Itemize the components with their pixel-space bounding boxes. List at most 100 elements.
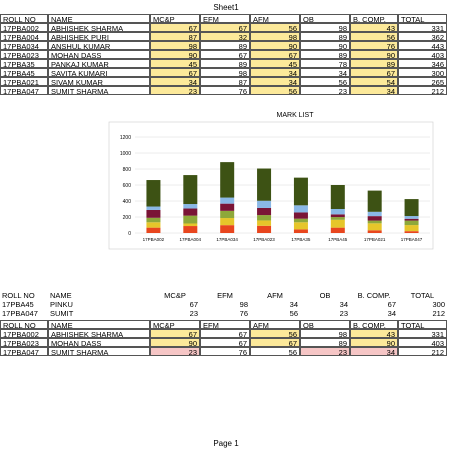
bar-segment <box>183 215 198 224</box>
column-header: MC&P <box>150 320 200 329</box>
y-tick-label: 1000 <box>120 151 131 157</box>
table-cell: 300 <box>432 300 445 309</box>
x-tick-label: 17PBA034 <box>216 237 238 242</box>
bar-segment <box>146 206 161 210</box>
table-cell: SAVITA KUMARI <box>48 68 150 77</box>
table-cell: ABHISHEK SHARMA <box>48 23 150 32</box>
table-cell: SUMIT <box>50 309 74 318</box>
bar-segment <box>367 220 382 224</box>
table-cell: 56 <box>250 347 300 356</box>
x-tick-label: 17PBA002 <box>143 237 165 242</box>
bar-segment <box>330 227 345 233</box>
bar-segment <box>183 204 198 209</box>
bar-segment <box>293 222 308 230</box>
table-cell: 443 <box>398 41 447 50</box>
bar-segment <box>404 231 419 233</box>
table-cell: 23 <box>150 347 200 356</box>
table-cell: 45 <box>150 59 200 68</box>
table-cell: 87 <box>150 32 200 41</box>
column-header: MC&P <box>164 291 186 300</box>
table-cell: 67 <box>350 68 398 77</box>
table-cell: 98 <box>300 329 350 338</box>
bar-segment <box>183 226 198 233</box>
table-cell: 90 <box>300 41 350 50</box>
table-cell: 17PBA45 <box>2 300 34 309</box>
bar-segment <box>404 216 419 219</box>
column-header: TOTAL <box>410 291 435 300</box>
column-header: AFM <box>267 291 283 300</box>
table-cell: 34 <box>250 77 300 86</box>
bar-segment <box>330 209 345 215</box>
table-cell: 67 <box>200 50 250 59</box>
table-cell: 67 <box>250 338 300 347</box>
table-cell: 76 <box>200 86 250 95</box>
bar-segment <box>146 180 161 207</box>
bar-segment <box>404 220 419 226</box>
table-cell: 89 <box>200 59 250 68</box>
bar-segment <box>330 217 345 220</box>
table-cell: 90 <box>150 50 200 59</box>
bar-segment <box>404 199 419 217</box>
bar-segment <box>257 168 272 201</box>
x-tick-label: 17PBA023 <box>253 237 275 242</box>
table-cell: 67 <box>200 338 250 347</box>
table-cell: 362 <box>398 32 447 41</box>
x-tick-label: 17PBA45 <box>328 237 348 242</box>
chart: MARK LIST 0 200 400 600 800 1000 1200 17PBA002 1… <box>108 112 434 250</box>
bar-segment <box>220 197 235 204</box>
table-cell: 331 <box>398 329 447 338</box>
table-cell: MOHAN DASS <box>48 50 150 59</box>
table-cell: 89 <box>300 338 350 347</box>
table-cell: 17PBA034 <box>0 41 48 50</box>
bar-segment <box>257 207 272 216</box>
bar-segment <box>220 218 235 226</box>
bar-segment <box>404 225 419 232</box>
table-cell: ANSHUL KUMAR <box>48 41 150 50</box>
table-cell: 67 <box>189 300 198 309</box>
bar-segment <box>183 223 198 227</box>
table-cell: 56 <box>289 309 298 318</box>
table-cell: 56 <box>250 329 300 338</box>
y-tick-label: 200 <box>123 215 132 221</box>
table-cell: 76 <box>350 41 398 50</box>
table-cell: 17PBA45 <box>0 68 48 77</box>
table-cell: ABHISHEK SHARMA <box>48 329 150 338</box>
x-tick-label: 17PBA004 <box>180 237 202 242</box>
table-cell: 89 <box>200 41 250 50</box>
column-header: EFM <box>217 291 233 300</box>
table-cell: 67 <box>200 329 250 338</box>
bar-segment <box>404 218 419 221</box>
y-tick-label: 400 <box>123 199 132 205</box>
table-cell: SIVAM KUMAR <box>48 77 150 86</box>
table-cell: 17PBA023 <box>0 50 48 59</box>
table-cell: 90 <box>150 338 200 347</box>
column-header: AFM <box>250 320 300 329</box>
table-cell: 212 <box>398 86 447 95</box>
column-header: OB <box>300 14 350 23</box>
table-cell: 34 <box>150 77 200 86</box>
bar-segment <box>257 220 272 226</box>
table-cell: 98 <box>239 300 248 309</box>
table-cell: 76 <box>200 347 250 356</box>
table-cell: 89 <box>300 50 350 59</box>
chart-title: MARK LIST <box>277 112 315 119</box>
table-cell: 56 <box>350 32 398 41</box>
bar-segment <box>257 200 272 208</box>
table-cell: 56 <box>250 86 300 95</box>
bar-segment <box>367 230 382 233</box>
bar-segment <box>220 225 235 233</box>
table-cell: 403 <box>398 338 447 347</box>
table-cell: 17PBA002 <box>0 329 48 338</box>
table-cell: 89 <box>350 59 398 68</box>
table-cell: 17PBA35 <box>0 59 48 68</box>
bar-segment <box>257 225 272 233</box>
table-cell: 45 <box>250 59 300 68</box>
table-cell: 17PBA004 <box>0 32 48 41</box>
table-cell: 23 <box>339 309 348 318</box>
table-cell: 32 <box>200 32 250 41</box>
table-cell: 67 <box>387 300 396 309</box>
bar-segment <box>146 217 161 223</box>
y-tick-label: 600 <box>123 183 132 189</box>
table-cell: 403 <box>398 50 447 59</box>
table-cell: 90 <box>350 50 398 59</box>
